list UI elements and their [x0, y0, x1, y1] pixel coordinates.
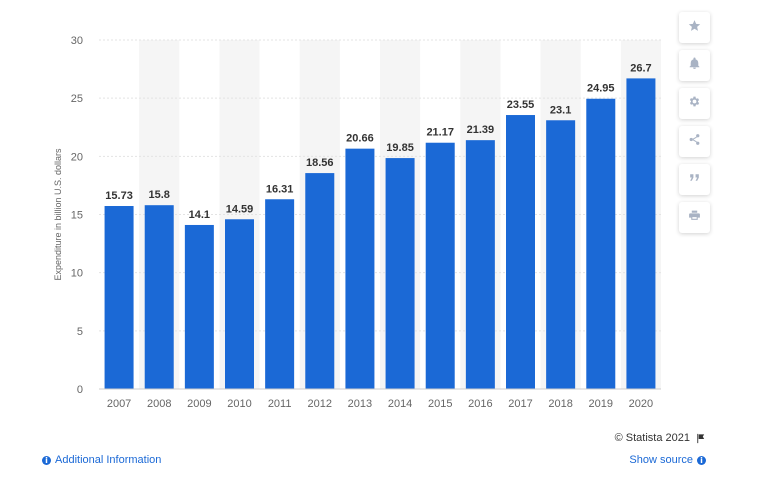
- x-tick-label-2009: 2009: [187, 398, 211, 410]
- data-label-2020: 26.7: [630, 62, 651, 74]
- bar-2018[interactable]: [546, 120, 576, 390]
- star-icon: [688, 19, 701, 37]
- bar-2020[interactable]: [626, 78, 656, 389]
- flag-icon[interactable]: [695, 433, 706, 444]
- quote-icon: [688, 171, 701, 189]
- info-icon: i: [42, 455, 51, 465]
- x-tick-label-2008: 2008: [147, 398, 171, 410]
- additional-information-link[interactable]: i Additional Information: [42, 454, 161, 466]
- bar-2019[interactable]: [586, 98, 616, 389]
- x-tick-label-2014: 2014: [388, 398, 412, 410]
- bell-icon: [688, 57, 701, 75]
- data-label-2013: 20.66: [346, 133, 374, 145]
- x-tick-label-2011: 2011: [268, 398, 292, 410]
- settings-button[interactable]: [679, 88, 710, 119]
- bar-2012[interactable]: [305, 173, 335, 389]
- x-tick-label-2013: 2013: [348, 398, 372, 410]
- x-tick-label-2018: 2018: [548, 398, 572, 410]
- data-label-2012: 18.56: [306, 157, 334, 169]
- y-tick-label-10: 10: [71, 268, 83, 280]
- y-tick-label-0: 0: [77, 384, 83, 396]
- x-tick-label-2015: 2015: [428, 398, 452, 410]
- bar-2007[interactable]: [104, 206, 134, 389]
- gear-icon: [688, 95, 701, 113]
- bar-2016[interactable]: [465, 140, 495, 389]
- bar-2015[interactable]: [425, 142, 455, 389]
- show-source-label: Show source: [629, 454, 693, 466]
- y-axis-ticks: 0 5 10 15 20 25 30: [71, 35, 83, 396]
- print-button[interactable]: [679, 202, 710, 233]
- x-axis-ticks: 2007 2008 2009 2010 2011 2012 2013 2014 2015 2016…: [107, 398, 653, 410]
- x-tick-label-2007: 2007: [107, 398, 131, 410]
- x-tick-label-2017: 2017: [508, 398, 532, 410]
- y-tick-label-5: 5: [77, 326, 83, 338]
- bar-chart: 0 5 10 15 20 25 30 15.73 15.8 14.1 14.59 16.31 18.5…: [53, 35, 661, 410]
- y-tick-label-25: 25: [71, 93, 83, 105]
- bar-2010[interactable]: [225, 219, 254, 389]
- additional-information-label: Additional Information: [55, 454, 162, 466]
- share-button[interactable]: [679, 126, 710, 157]
- bar-2009[interactable]: [184, 224, 214, 389]
- data-label-2016: 21.39: [467, 124, 495, 136]
- data-label-2017: 23.55: [507, 99, 535, 111]
- info-icon: i: [697, 455, 706, 465]
- bar-2008[interactable]: [144, 205, 174, 389]
- notify-button[interactable]: [679, 50, 710, 81]
- data-label-2007: 15.73: [105, 190, 133, 202]
- x-tick-label-2019: 2019: [589, 398, 613, 410]
- print-icon: [688, 209, 701, 227]
- cite-button[interactable]: [679, 164, 710, 195]
- data-label-2009: 14.1: [189, 209, 210, 221]
- favorite-button[interactable]: [679, 12, 710, 43]
- y-axis-title: Expenditure in billion U.S. dollars: [53, 148, 63, 281]
- bar-2013[interactable]: [345, 148, 375, 389]
- data-label-2011: 16.31: [266, 183, 294, 195]
- data-label-2008: 15.8: [149, 189, 170, 201]
- x-tick-label-2012: 2012: [308, 398, 332, 410]
- bar-2011[interactable]: [265, 199, 295, 389]
- bar-2017[interactable]: [506, 115, 535, 389]
- bars: [104, 78, 656, 390]
- share-icon: [688, 133, 701, 151]
- copyright: © Statista 2021: [615, 432, 706, 444]
- y-tick-label-15: 15: [71, 210, 83, 222]
- copyright-text: © Statista 2021: [614, 432, 690, 444]
- data-label-2010: 14.59: [226, 203, 254, 215]
- data-label-2014: 19.85: [386, 142, 414, 154]
- data-labels: 15.73 15.8 14.1 14.59 16.31 18.56 20.66 19.85 21…: [105, 62, 651, 221]
- y-tick-label-30: 30: [71, 35, 83, 47]
- x-tick-label-2016: 2016: [468, 398, 492, 410]
- data-label-2015: 21.17: [426, 127, 454, 139]
- bar-2014[interactable]: [385, 158, 415, 389]
- show-source-link[interactable]: Show source i: [629, 454, 706, 466]
- x-tick-label-2020: 2020: [629, 398, 653, 410]
- chart-toolbar: [679, 12, 713, 233]
- data-label-2019: 24.95: [587, 83, 615, 95]
- x-tick-label-2010: 2010: [227, 398, 251, 410]
- data-label-2018: 23.1: [550, 104, 571, 116]
- y-tick-label-20: 20: [71, 151, 83, 163]
